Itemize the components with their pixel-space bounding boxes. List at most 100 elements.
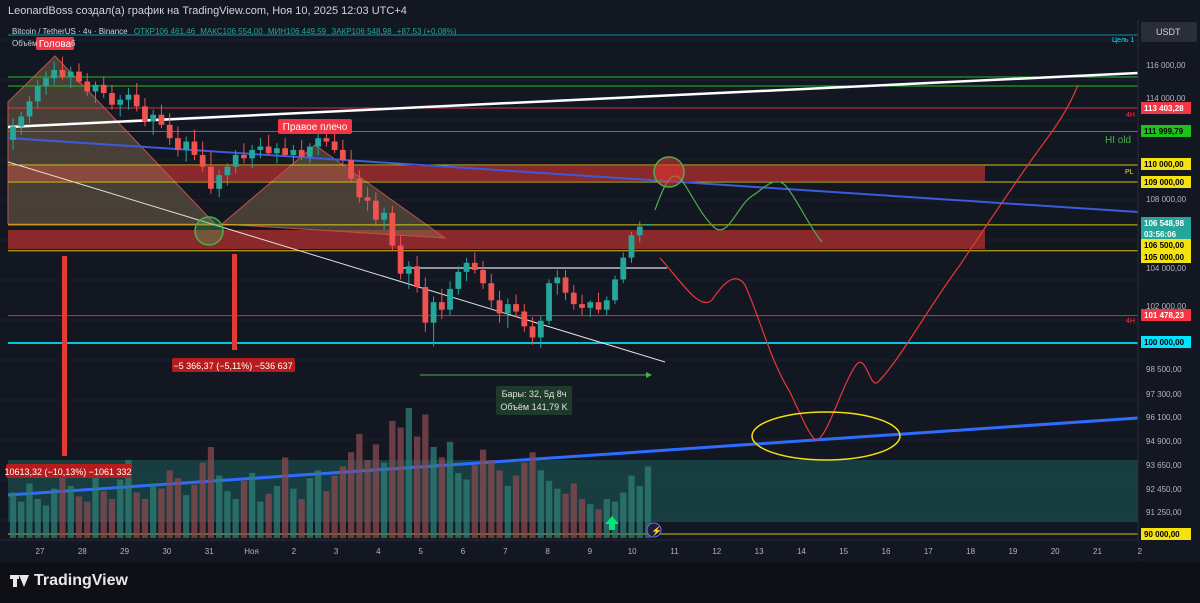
currency-button[interactable] bbox=[1141, 22, 1197, 42]
candle-body[interactable] bbox=[414, 266, 420, 287]
candle-body[interactable] bbox=[142, 106, 148, 122]
price-level-badge[interactable] bbox=[1141, 125, 1191, 137]
candle-body[interactable] bbox=[117, 99, 124, 105]
candle-body[interactable] bbox=[455, 271, 462, 289]
price-level-badge[interactable] bbox=[1141, 158, 1191, 170]
candle-body[interactable] bbox=[480, 269, 486, 284]
candle-body[interactable] bbox=[513, 304, 519, 312]
candle-body[interactable] bbox=[158, 114, 165, 125]
right-shoulder-label-box[interactable] bbox=[278, 119, 352, 134]
upper-trendline[interactable] bbox=[7, 71, 1139, 129]
candle-body[interactable] bbox=[76, 71, 82, 82]
price-level-badge[interactable] bbox=[1141, 528, 1191, 540]
candle-body[interactable] bbox=[51, 69, 58, 79]
candle-body[interactable] bbox=[529, 326, 536, 338]
target-ellipse[interactable] bbox=[751, 411, 901, 461]
candle-body[interactable] bbox=[595, 302, 602, 310]
price-level-badge[interactable] bbox=[1141, 239, 1191, 251]
ascending-support-line[interactable] bbox=[7, 416, 1139, 497]
candle-body[interactable] bbox=[216, 175, 223, 189]
candle-body[interactable] bbox=[10, 126, 16, 140]
candle-body[interactable] bbox=[133, 94, 140, 107]
candle-body[interactable] bbox=[438, 302, 445, 310]
time-axis[interactable] bbox=[0, 540, 1138, 562]
candle-body[interactable] bbox=[463, 262, 470, 272]
price-level-badge[interactable] bbox=[1141, 228, 1191, 240]
range-big-box[interactable] bbox=[6, 464, 132, 478]
candle-body[interactable] bbox=[315, 138, 322, 147]
candle-body[interactable] bbox=[447, 288, 453, 310]
candle-body[interactable] bbox=[150, 114, 157, 122]
resistance-zone[interactable] bbox=[8, 166, 985, 181]
candle-body[interactable] bbox=[496, 300, 503, 314]
candle-body[interactable] bbox=[546, 283, 552, 321]
retest-circle[interactable] bbox=[653, 156, 685, 188]
candle-body[interactable] bbox=[603, 300, 610, 310]
price-level-badge[interactable] bbox=[1141, 176, 1191, 188]
candle-body[interactable] bbox=[166, 124, 173, 139]
candle-body[interactable] bbox=[109, 93, 115, 105]
candle-body[interactable] bbox=[339, 149, 346, 160]
range-left-box[interactable] bbox=[172, 358, 295, 372]
candle-body[interactable] bbox=[389, 212, 396, 246]
candle-body[interactable] bbox=[298, 149, 305, 157]
candle-body[interactable] bbox=[208, 166, 214, 189]
candle-body[interactable] bbox=[356, 178, 363, 198]
candle-body[interactable] bbox=[628, 235, 635, 258]
bars-info-box[interactable] bbox=[496, 386, 572, 415]
candle-body[interactable] bbox=[381, 212, 387, 220]
candle-body[interactable] bbox=[504, 304, 511, 314]
candle-body[interactable] bbox=[18, 116, 25, 127]
price-level-badge[interactable] bbox=[1141, 102, 1191, 114]
candle-body[interactable] bbox=[59, 69, 66, 77]
candle-body[interactable] bbox=[323, 138, 330, 142]
candle-body[interactable] bbox=[471, 262, 478, 270]
candle-body[interactable] bbox=[282, 148, 289, 155]
candle-body[interactable] bbox=[422, 287, 429, 323]
candle-body[interactable] bbox=[612, 279, 618, 301]
wedge-line[interactable] bbox=[7, 161, 666, 363]
candle-body[interactable] bbox=[224, 166, 231, 176]
candle-body[interactable] bbox=[488, 283, 495, 301]
candle-body[interactable] bbox=[645, 224, 651, 226]
candle-body[interactable] bbox=[232, 154, 239, 167]
lightning-icon[interactable] bbox=[646, 522, 662, 538]
candle-body[interactable] bbox=[191, 141, 198, 155]
candle-body[interactable] bbox=[364, 197, 371, 201]
support-zone[interactable] bbox=[8, 230, 985, 249]
candle-body[interactable] bbox=[372, 200, 379, 220]
brand[interactable]: TradingView bbox=[10, 572, 128, 590]
candle-body[interactable] bbox=[183, 141, 190, 150]
candle-body[interactable] bbox=[570, 292, 577, 305]
candle-body[interactable] bbox=[34, 86, 41, 102]
candle-body[interactable] bbox=[562, 277, 569, 293]
candle-body[interactable] bbox=[521, 311, 528, 327]
candle-body[interactable] bbox=[257, 146, 264, 150]
candle-body[interactable] bbox=[274, 148, 280, 154]
candle-body[interactable] bbox=[587, 302, 594, 308]
candle-body[interactable] bbox=[26, 101, 33, 117]
candle-body[interactable] bbox=[67, 71, 74, 77]
candle-body[interactable] bbox=[125, 94, 132, 100]
candle-body[interactable] bbox=[241, 154, 247, 159]
candle-body[interactable] bbox=[331, 141, 338, 150]
left-shoulder-circle[interactable] bbox=[194, 216, 224, 246]
candle-body[interactable] bbox=[579, 304, 585, 308]
candle-body[interactable] bbox=[199, 154, 206, 167]
candle-body[interactable] bbox=[306, 146, 313, 157]
candle-body[interactable] bbox=[100, 84, 107, 94]
candle-body[interactable] bbox=[554, 277, 561, 284]
candle-body[interactable] bbox=[175, 138, 181, 150]
candle-body[interactable] bbox=[636, 226, 643, 236]
price-level-badge[interactable] bbox=[1141, 251, 1191, 263]
candle-body[interactable] bbox=[265, 146, 272, 154]
candle-body[interactable] bbox=[405, 266, 412, 274]
right-shoulder-triangle[interactable] bbox=[220, 144, 447, 239]
candle-body[interactable] bbox=[430, 302, 437, 323]
candle-body[interactable] bbox=[92, 84, 99, 92]
main-projection-path[interactable] bbox=[659, 84, 1079, 441]
candle-body[interactable] bbox=[84, 81, 91, 92]
head-label-box[interactable] bbox=[36, 37, 74, 50]
candle-body[interactable] bbox=[537, 320, 544, 338]
